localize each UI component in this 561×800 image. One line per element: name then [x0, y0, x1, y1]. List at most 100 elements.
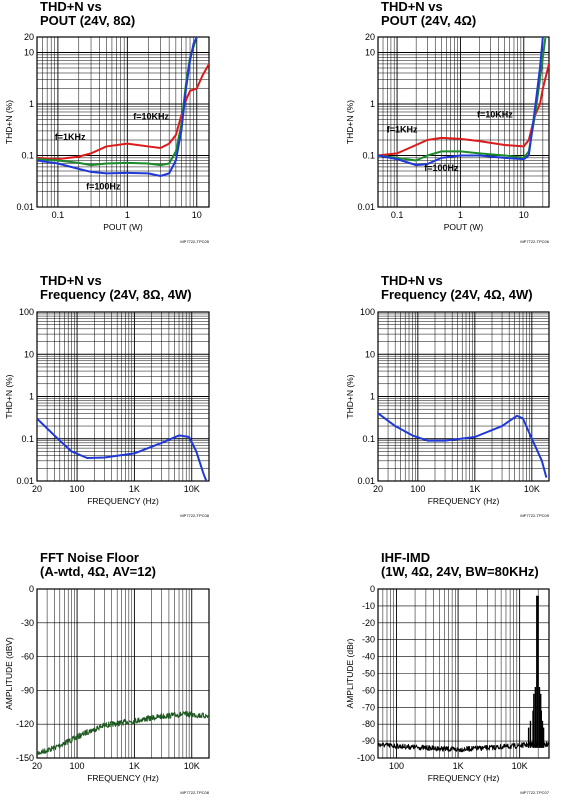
chart-footnote: MP7722-TPC08: [180, 513, 209, 518]
y-axis-label: AMPLITUDE (dBr): [345, 638, 355, 708]
y-tick-label: -90: [362, 736, 375, 746]
y-tick-label: 0.1: [362, 151, 375, 161]
y-tick-label: -10: [362, 601, 375, 611]
x-tick-label: 0.1: [391, 210, 404, 220]
y-tick-label: 1: [29, 99, 34, 109]
y-tick-label: 10: [365, 349, 375, 359]
series-line-f=10KHz: [37, 63, 209, 161]
x-tick-label: 1: [125, 210, 130, 220]
series-group: [378, 595, 549, 753]
x-tick-label: 10: [519, 210, 529, 220]
y-axis-label: THD+N (%): [345, 374, 355, 418]
plot-frame: [36, 588, 210, 759]
series-annotation: f=1KHz: [387, 124, 418, 134]
x-tick-label: 20: [373, 484, 383, 494]
chart-title: THD+N vs: [40, 0, 102, 14]
x-tick-label: 0.1: [52, 210, 65, 220]
y-tick-label: -70: [362, 702, 375, 712]
plot-frame: [377, 36, 550, 208]
plot-frame: [377, 311, 550, 482]
chart-subtitle: POUT (24V, 8Ω): [40, 13, 135, 28]
x-axis-label: FREQUENCY (Hz): [428, 496, 500, 506]
chart-footnote: MP7722-TPC08: [180, 790, 209, 795]
chart-subtitle: Frequency (24V, 4Ω, 4W): [381, 287, 533, 302]
chart-subtitle: Frequency (24V, 8Ω, 4W): [40, 287, 192, 302]
y-tick-label: -40: [362, 652, 375, 662]
chart-title: FFT Noise Floor: [40, 550, 139, 565]
x-tick-label: 100: [70, 484, 85, 494]
chart-grid: [378, 312, 549, 481]
series-line: [378, 412, 548, 478]
x-tick-label: 10K: [524, 484, 540, 494]
series-annotation: f=10KHz: [477, 109, 513, 119]
y-tick-label: -20: [362, 618, 375, 628]
chart-grid: [378, 37, 549, 207]
series-group: [37, 417, 208, 481]
x-tick-label: 100: [389, 761, 404, 771]
plot-frame: [36, 36, 210, 208]
chart-footnote: MP7722-TPC05: [180, 239, 209, 244]
y-tick-label: 0.01: [357, 202, 375, 212]
x-tick-label: 100: [410, 484, 425, 494]
y-tick-label: 10: [24, 349, 34, 359]
y-tick-label: 100: [19, 307, 34, 317]
y-axis-label: THD+N (%): [345, 100, 355, 144]
x-tick-label: 20: [32, 761, 42, 771]
y-tick-label: -100: [357, 753, 375, 763]
chart-footnote: MP7722-TPC06: [520, 239, 549, 244]
y-tick-label: 1: [29, 392, 34, 402]
plot-frame: [377, 588, 550, 759]
chart-footnote: MP7722-TPC09: [520, 513, 549, 518]
y-tick-label: 20: [365, 32, 375, 42]
series-group: [378, 37, 549, 167]
series-annotation: f=10KHz: [133, 112, 169, 122]
series-group: [37, 37, 209, 177]
series-annotation: f=100Hz: [86, 181, 121, 191]
x-tick-label: 1K: [129, 484, 140, 494]
y-tick-label: 1: [370, 392, 375, 402]
chart-subtitle: (A-wtd, 4Ω, AV=12): [40, 564, 156, 579]
y-tick-label: -50: [362, 669, 375, 679]
series-line: [378, 741, 549, 753]
series-line-f=100Hz: [37, 37, 198, 177]
x-tick-label: 1: [458, 210, 463, 220]
chart-title: IHF-IMD: [381, 550, 430, 565]
y-tick-label: -60: [362, 685, 375, 695]
y-tick-label: 0: [29, 584, 34, 594]
y-tick-label: -80: [362, 719, 375, 729]
series-line: [37, 710, 209, 757]
y-tick-label: 0.1: [21, 151, 34, 161]
x-tick-label: 20: [32, 484, 42, 494]
chart-title: THD+N vs: [381, 273, 443, 288]
plot-frame: [36, 311, 210, 482]
x-tick-label: 10K: [184, 761, 200, 771]
series-group: [378, 412, 548, 478]
y-tick-label: -30: [362, 635, 375, 645]
y-tick-label: -120: [16, 719, 34, 729]
chart-grid: [37, 589, 209, 758]
x-axis-label: FREQUENCY (Hz): [87, 773, 159, 783]
x-tick-label: 1K: [469, 484, 480, 494]
x-tick-label: 10: [192, 210, 202, 220]
x-tick-label: 10K: [184, 484, 200, 494]
y-axis-label: THD+N (%): [4, 374, 14, 418]
y-tick-label: 0.1: [362, 434, 375, 444]
x-axis-label: POUT (W): [103, 222, 143, 232]
x-tick-label: 1K: [129, 761, 140, 771]
chart-title: THD+N vs: [40, 273, 102, 288]
x-axis-label: FREQUENCY (Hz): [87, 496, 159, 506]
chart-subtitle: (1W, 4Ω, 24V, BW=80KHz): [381, 564, 539, 579]
series-annotation: f=100Hz: [424, 163, 459, 173]
y-tick-label: 10: [365, 48, 375, 58]
chart-subtitle: POUT (24V, 4Ω): [381, 13, 476, 28]
x-tick-label: 100: [70, 761, 85, 771]
y-tick-label: 0: [370, 584, 375, 594]
series-line: [37, 417, 208, 481]
chart-grid: [37, 37, 209, 207]
x-tick-label: 10K: [512, 761, 528, 771]
y-axis-label: THD+N (%): [4, 100, 14, 144]
